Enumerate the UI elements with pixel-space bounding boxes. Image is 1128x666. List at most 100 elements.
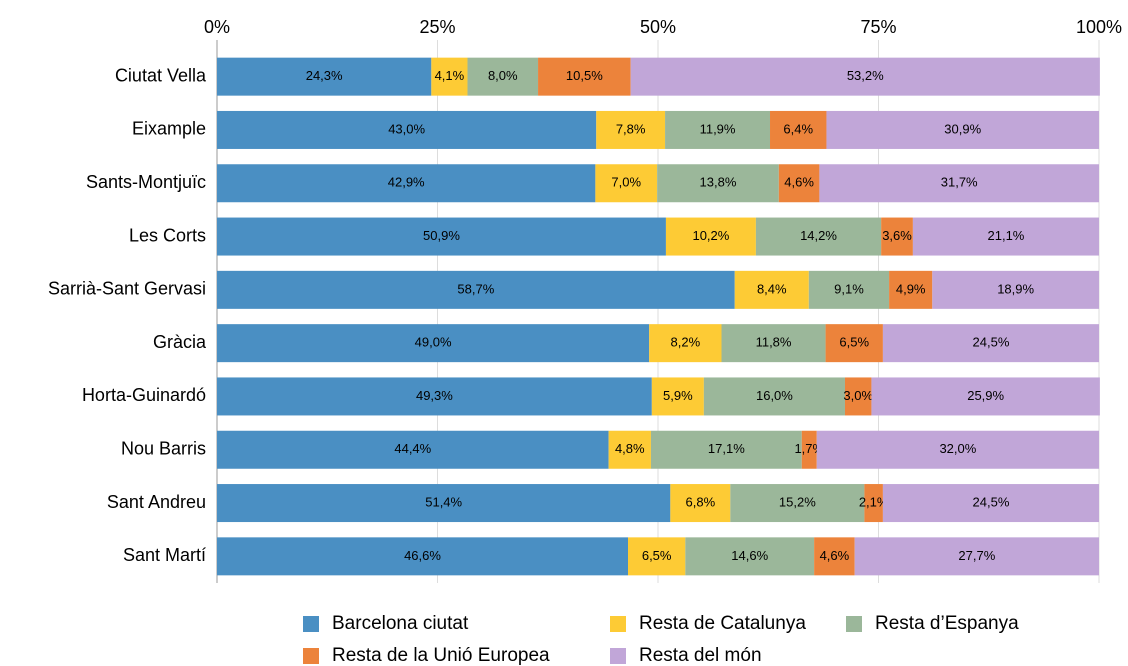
- bar-segment: [596, 110, 666, 149]
- data-label: 46,6%: [404, 548, 441, 563]
- data-label: 31,7%: [941, 175, 978, 190]
- bar-segment: [657, 164, 779, 203]
- data-label: 24,5%: [973, 494, 1010, 509]
- x-tick-label: 50%: [640, 17, 676, 37]
- data-label: 14,6%: [731, 548, 768, 563]
- data-label: 11,9%: [700, 121, 736, 136]
- data-label: 3,0%: [843, 388, 873, 403]
- bar-segment: [808, 270, 890, 309]
- data-label: 10,2%: [692, 228, 729, 243]
- legend-label: Resta d’Espanya: [875, 613, 1019, 634]
- bar-segment: [770, 110, 827, 149]
- bar-segment: [217, 110, 597, 149]
- data-label: 15,2%: [779, 494, 816, 509]
- data-label: 32,0%: [939, 441, 976, 456]
- legend-label: Resta de la Unió Europea: [332, 645, 550, 666]
- bar-segment: [538, 57, 631, 96]
- y-tick-label: Ciutat Vella: [115, 65, 207, 85]
- data-label: 5,9%: [663, 388, 693, 403]
- legend-swatch: [303, 648, 319, 664]
- data-label: 51,4%: [425, 494, 462, 509]
- data-label: 2,1%: [859, 494, 889, 509]
- bar-segment: [882, 484, 1099, 523]
- bar-segment: [217, 430, 609, 469]
- data-label: 30,9%: [944, 121, 981, 136]
- data-label: 8,0%: [488, 68, 518, 83]
- legend-label: Resta del món: [639, 645, 762, 666]
- data-label: 4,8%: [615, 441, 645, 456]
- data-label: 49,0%: [415, 335, 452, 350]
- bar-segment: [217, 484, 671, 523]
- data-label: 21,1%: [988, 228, 1025, 243]
- bar-segment: [217, 164, 596, 203]
- bar-segment: [431, 57, 468, 96]
- bar-segment: [734, 270, 809, 309]
- y-tick-label: Les Corts: [129, 225, 206, 245]
- data-label: 6,4%: [783, 121, 813, 136]
- bar-segment: [467, 57, 539, 96]
- data-label: 14,2%: [800, 228, 837, 243]
- bar-segment: [650, 430, 802, 469]
- y-tick-label: Eixample: [132, 119, 206, 139]
- bar-segment: [651, 377, 704, 416]
- bar-segment: [649, 324, 722, 363]
- data-label: 18,9%: [997, 281, 1034, 296]
- data-label: 58,7%: [457, 281, 494, 296]
- bar-segment: [665, 110, 771, 149]
- bar-segment: [881, 217, 913, 256]
- legend-swatch: [303, 616, 319, 632]
- data-label: 4,9%: [896, 281, 926, 296]
- y-tick-label: Sant Martí: [123, 545, 206, 565]
- bar-segment: [628, 537, 686, 576]
- y-tick-label: Sants-Montjuïc: [86, 172, 206, 192]
- data-label: 7,0%: [611, 175, 641, 190]
- bar-segment: [665, 217, 756, 256]
- y-tick-label: Sarrià-Sant Gervasi: [48, 279, 206, 299]
- bar-segment: [825, 324, 883, 363]
- data-label: 50,9%: [423, 228, 460, 243]
- bar-segment: [755, 217, 882, 256]
- y-tick-label: Gràcia: [153, 332, 207, 352]
- bar-segment: [816, 430, 1099, 469]
- data-label: 44,4%: [394, 441, 431, 456]
- bar-segment: [217, 377, 652, 416]
- bar-segment: [826, 110, 1099, 149]
- bar-segment: [778, 164, 820, 203]
- bar-segment: [871, 377, 1100, 416]
- legend-label: Barcelona ciutat: [332, 613, 469, 634]
- data-label: 24,5%: [973, 335, 1010, 350]
- data-label: 24,3%: [306, 68, 343, 83]
- legend-swatch: [610, 616, 626, 632]
- bar-segment: [217, 217, 666, 256]
- legend-label: Resta de Catalunya: [639, 613, 806, 634]
- y-tick-label: Sant Andreu: [107, 492, 206, 512]
- data-label: 16,0%: [756, 388, 793, 403]
- y-tick-label: Horta-Guinardó: [82, 385, 206, 405]
- data-label: 11,8%: [756, 335, 792, 350]
- x-tick-label: 100%: [1076, 17, 1122, 37]
- data-label: 27,7%: [958, 548, 995, 563]
- bar-segment: [844, 377, 872, 416]
- bar-segment: [882, 324, 1099, 363]
- bar-segment: [217, 537, 629, 576]
- data-label: 42,9%: [388, 175, 425, 190]
- bar-segment: [932, 270, 1099, 309]
- bar-segment: [854, 537, 1099, 576]
- data-label: 49,3%: [416, 388, 453, 403]
- bar-segment: [595, 164, 658, 203]
- data-label: 4,6%: [820, 548, 850, 563]
- data-label: 8,4%: [757, 281, 787, 296]
- data-label: 10,5%: [566, 68, 603, 83]
- bar-segment: [217, 270, 735, 309]
- data-label: 6,5%: [642, 548, 672, 563]
- data-label: 4,6%: [784, 175, 814, 190]
- data-label: 8,2%: [671, 335, 701, 350]
- data-label: 25,9%: [967, 388, 1004, 403]
- data-label: 43,0%: [388, 121, 425, 136]
- x-tick-label: 25%: [419, 17, 455, 37]
- bar-segment: [608, 430, 651, 469]
- data-label: 9,1%: [834, 281, 864, 296]
- bar-segment: [801, 430, 817, 469]
- data-label: 3,6%: [882, 228, 912, 243]
